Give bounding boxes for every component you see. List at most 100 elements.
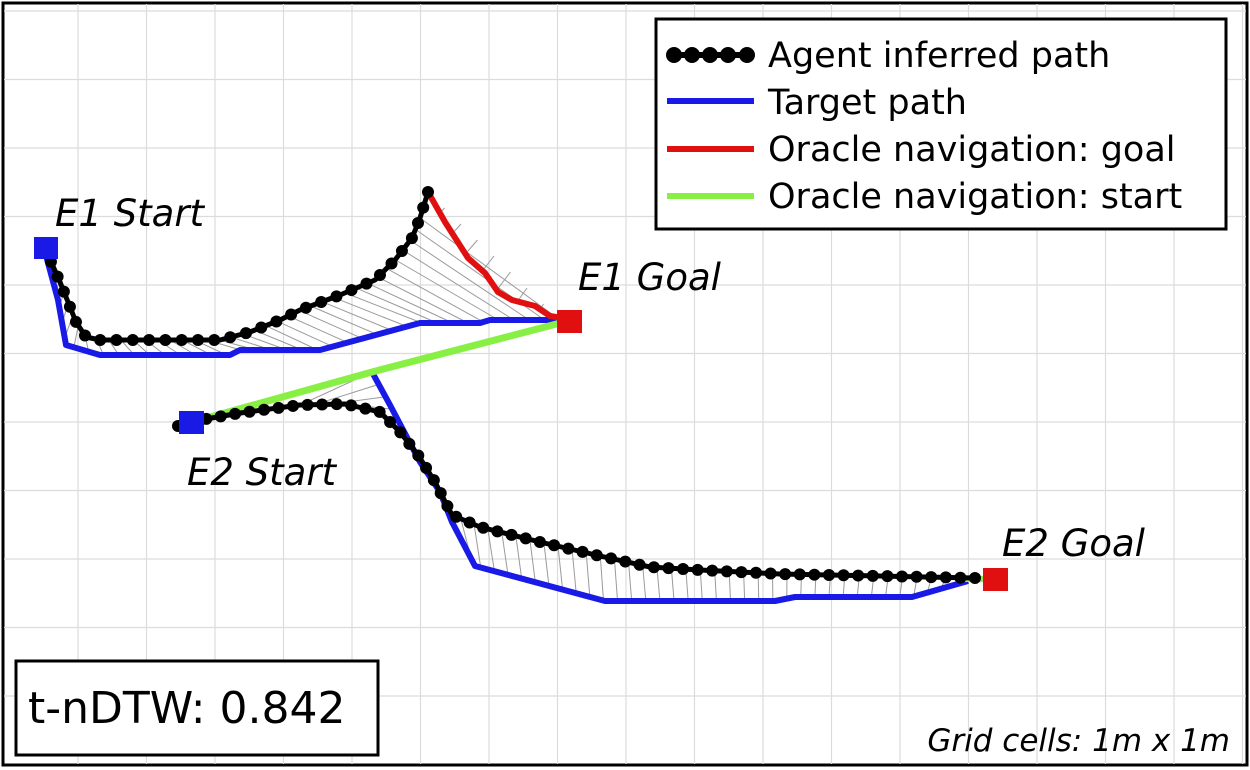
agent-path-point xyxy=(359,402,372,415)
alignment-line xyxy=(642,565,647,602)
alignment-line xyxy=(571,549,577,594)
agent-path-point xyxy=(619,555,632,568)
agent-path-point xyxy=(866,569,879,582)
agent-path-point xyxy=(79,329,92,342)
e1-start-marker xyxy=(34,237,58,259)
e2-goal-marker xyxy=(983,568,1008,591)
agent-path-point xyxy=(590,549,603,562)
agent-path-point xyxy=(677,562,690,575)
alignment-line xyxy=(402,249,515,321)
legend-agent-swatch xyxy=(666,47,755,63)
alignment-line xyxy=(377,276,469,324)
legend-label-oracle-start: Oracle navigation: start xyxy=(768,177,1182,217)
metric-box xyxy=(14,659,380,757)
agent-path-point xyxy=(779,568,792,581)
agent-path-point xyxy=(895,570,908,583)
alignment-line xyxy=(557,546,564,590)
agent-path-point xyxy=(69,315,82,328)
agent-path-point xyxy=(420,461,433,474)
alignment-line xyxy=(409,239,530,321)
agent-path-point xyxy=(299,301,312,314)
agent-path-point xyxy=(301,398,314,411)
legend-label-oracle-goal: Oracle navigation: goal xyxy=(768,130,1176,170)
agent-path-point xyxy=(255,321,268,334)
alignment-line xyxy=(333,296,408,327)
agent-path-point xyxy=(385,257,398,270)
e2-start-label: E2 Start xyxy=(187,451,338,494)
e2-start-marker xyxy=(179,411,204,434)
alignment-line xyxy=(487,528,495,572)
agent-path-point xyxy=(691,563,704,576)
agent-path-point xyxy=(258,403,271,416)
agent-path-point xyxy=(662,562,675,575)
agent-path-point xyxy=(94,334,107,346)
agent-path-point xyxy=(749,566,762,579)
e1-goal-marker xyxy=(557,310,582,333)
agent-path-point xyxy=(315,296,328,309)
alignment-line xyxy=(501,532,509,575)
alignment-line xyxy=(628,562,633,602)
agent-path-point xyxy=(63,300,76,313)
agent-path-point xyxy=(647,561,660,574)
agent-path-point xyxy=(427,474,440,487)
agent-path-point xyxy=(394,426,407,439)
alignment-line xyxy=(482,255,495,272)
alignment-line xyxy=(344,292,423,324)
alignment-line xyxy=(543,542,550,586)
agent-path-point xyxy=(910,570,923,583)
agent-path-point xyxy=(214,410,227,423)
agent-path-point xyxy=(969,572,981,584)
alignment-line xyxy=(670,568,675,602)
alignment-line xyxy=(685,569,689,602)
alignment-line xyxy=(599,556,604,601)
agent-path-point xyxy=(633,558,646,571)
agent-path-point xyxy=(422,186,434,198)
agent-path-point xyxy=(373,405,386,418)
agent-path-point xyxy=(285,308,298,321)
alignment-line xyxy=(265,325,318,351)
agent-path-point xyxy=(808,568,821,581)
agent-path-point xyxy=(373,269,386,282)
e1-target-path xyxy=(41,247,560,358)
agent-path-point xyxy=(793,568,806,581)
agent-path-point xyxy=(143,334,156,346)
agent-path-point xyxy=(562,542,575,555)
agent-path-point xyxy=(126,334,139,346)
alignment-line xyxy=(613,559,619,602)
alignment-line xyxy=(288,315,348,344)
agent-path-point xyxy=(533,535,546,548)
alignment-line xyxy=(394,259,499,321)
agent-path-point xyxy=(441,500,454,513)
agent-path-point xyxy=(477,521,490,534)
oracle-start-path xyxy=(174,317,572,430)
alignment-line xyxy=(496,271,511,291)
agent-path-point xyxy=(939,571,952,584)
alignment-line xyxy=(73,325,79,348)
alignment-line xyxy=(473,524,482,568)
agent-path-point xyxy=(852,569,865,582)
agent-path-point xyxy=(837,569,850,582)
alignment-line xyxy=(656,567,661,602)
alignment-line xyxy=(529,539,536,583)
alignment-line xyxy=(515,535,523,579)
agent-path-point xyxy=(395,245,408,258)
e2-agent-path xyxy=(172,398,981,584)
legend: Agent inferred path Target path Oracle n… xyxy=(654,17,1228,231)
alignment-line xyxy=(254,329,303,351)
agent-path-point xyxy=(224,331,237,344)
agent-path-point xyxy=(576,545,589,558)
e1-start-label: E1 Start xyxy=(55,192,206,235)
agent-path-point xyxy=(208,334,221,346)
agent-path-point xyxy=(491,525,504,538)
agent-path-point xyxy=(412,449,425,462)
alignment-line xyxy=(356,287,438,324)
agent-path-point xyxy=(403,437,416,450)
agent-path-point xyxy=(384,416,397,429)
agent-path-point xyxy=(175,334,188,346)
legend-label-target: Target path xyxy=(767,83,967,123)
agent-path-point xyxy=(417,201,430,214)
alignment-line xyxy=(367,282,453,324)
alignment-line xyxy=(699,569,703,602)
alignment-line xyxy=(386,268,484,323)
agent-path-point xyxy=(548,539,561,552)
